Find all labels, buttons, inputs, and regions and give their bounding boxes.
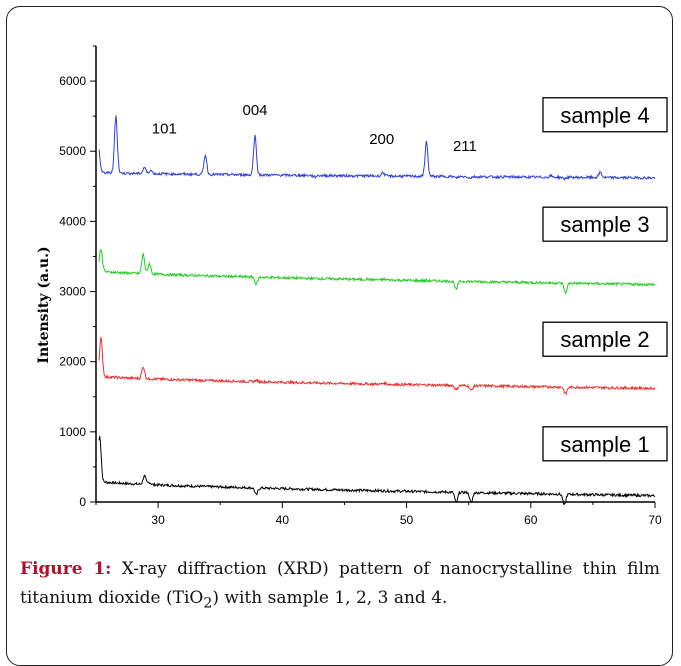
xrd-chart: 0 1000 2000 3000 4000 5000 6000 30 40 50 60 70 101 00… — [0, 0, 681, 545]
y-tick-label: 0 — [79, 495, 86, 509]
peak-label: 101 — [152, 121, 177, 138]
sample-label: sample 2 — [560, 327, 649, 352]
series-line-3 — [99, 250, 655, 293]
peak-label: 211 — [453, 138, 477, 155]
peak-label: 004 — [242, 102, 267, 119]
y-tick-label: 6000 — [59, 74, 86, 88]
sample-label: sample 1 — [560, 432, 649, 457]
y-tick-label: 1000 — [59, 425, 86, 439]
peak-label: 200 — [369, 131, 394, 148]
figure-caption: Figure 1: X-ray diffraction (XRD) patter… — [20, 555, 660, 618]
x-tick-label: 40 — [276, 513, 290, 527]
x-tick-label: 50 — [400, 513, 414, 527]
caption-text-2: ) with sample 1, 2, 3 and 4. — [212, 588, 447, 608]
y-axis-label: Intensity (a.u.) — [36, 246, 52, 363]
y-tick-label: 2000 — [59, 355, 86, 369]
y-tick-label: 3000 — [59, 285, 86, 299]
y-tick-label: 4000 — [59, 214, 86, 228]
y-tick-label: 5000 — [59, 144, 86, 158]
sample-label: sample 3 — [560, 212, 649, 237]
caption-label: Figure 1: — [20, 559, 111, 579]
plot-area: 0 1000 2000 3000 4000 5000 6000 30 40 50 60 70 101 00… — [59, 46, 667, 527]
x-tick-label: 70 — [648, 513, 662, 527]
x-tick-label: 30 — [151, 513, 165, 527]
sample-label: sample 4 — [560, 103, 649, 128]
x-tick-label: 60 — [524, 513, 538, 527]
